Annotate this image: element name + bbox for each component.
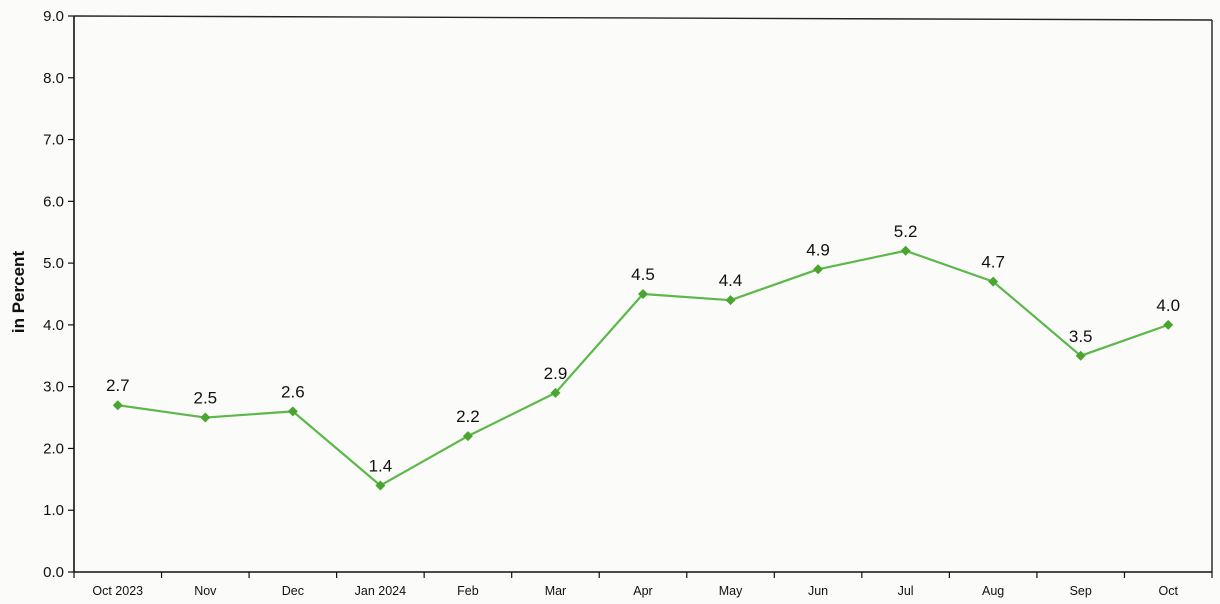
- x-tick-label: Oct: [1159, 584, 1179, 598]
- data-label: 4.0: [1156, 296, 1180, 315]
- y-tick-label: 3.0: [43, 379, 64, 396]
- data-point: [1163, 319, 1174, 330]
- data-label: 2.9: [544, 364, 568, 383]
- data-label: 4.9: [806, 240, 830, 259]
- data-point: [988, 276, 999, 287]
- data-labels: 2.7 2.5 2.6 1.4 2.2 2.9 4.5 4.4 4.9 5.2 4.7 3.5 4.0: [106, 222, 1180, 476]
- data-label: 2.5: [193, 389, 217, 408]
- data-point: [375, 480, 386, 491]
- series-line: [117, 249, 1169, 487]
- x-tick-label: Jun: [808, 584, 828, 598]
- y-tick-label: 6.0: [43, 193, 64, 210]
- data-label: 1.4: [369, 457, 393, 476]
- data-label: 4.4: [719, 271, 743, 290]
- frame-top: [73, 15, 1213, 21]
- data-point: [900, 245, 911, 256]
- x-tick-label: Dec: [282, 584, 304, 598]
- data-point: [638, 289, 648, 299]
- data-point: [200, 412, 211, 423]
- data-label: 2.2: [456, 407, 480, 426]
- y-tick-label: 7.0: [43, 132, 64, 149]
- plot-frame: [73, 15, 1213, 572]
- data-label: 3.5: [1069, 327, 1093, 346]
- data-point: [462, 431, 473, 442]
- x-tick-label: May: [719, 584, 743, 598]
- data-point: [550, 387, 561, 398]
- x-tick-label: Nov: [194, 584, 217, 598]
- y-tick-label: 9.0: [43, 8, 64, 25]
- x-tick-label: Aug: [982, 584, 1004, 598]
- y-tick-label: 8.0: [43, 70, 64, 87]
- data-point: [112, 400, 123, 411]
- x-tick-label: Jan 2024: [355, 584, 406, 598]
- data-label: 2.7: [106, 376, 130, 395]
- y-tick-label: 1.0: [43, 502, 64, 519]
- data-label: 4.7: [981, 253, 1005, 272]
- y-tick-label: 2.0: [43, 440, 64, 457]
- x-tick-label: Apr: [633, 584, 652, 598]
- y-tick-label: 4.0: [43, 317, 64, 334]
- data-label: 5.2: [894, 222, 918, 241]
- data-point: [813, 264, 824, 275]
- x-tick-label: Feb: [457, 584, 479, 598]
- data-label: 4.5: [631, 265, 655, 284]
- data-point: [287, 406, 298, 417]
- data-label: 2.6: [281, 382, 305, 401]
- x-tick-label: Sep: [1070, 584, 1092, 598]
- x-tick-label: Mar: [545, 584, 567, 598]
- x-axis: Oct 2023 Nov Dec Jan 2024 Feb Mar Apr May Jun Jul…: [73, 571, 1213, 598]
- y-axis: 0.0 1.0 2.0 3.0 4.0 5.0 6.0 7.0 8.0 9.0: [43, 8, 75, 581]
- y-tick-label: 5.0: [43, 255, 64, 272]
- x-tick-label: Oct 2023: [92, 584, 143, 598]
- y-tick-label: 0.0: [43, 564, 64, 581]
- series-layer: [112, 245, 1174, 491]
- x-tick-label: Jul: [898, 584, 914, 598]
- data-point: [725, 295, 736, 306]
- data-point: [1075, 350, 1086, 361]
- y-axis-title: in Percent: [9, 251, 28, 334]
